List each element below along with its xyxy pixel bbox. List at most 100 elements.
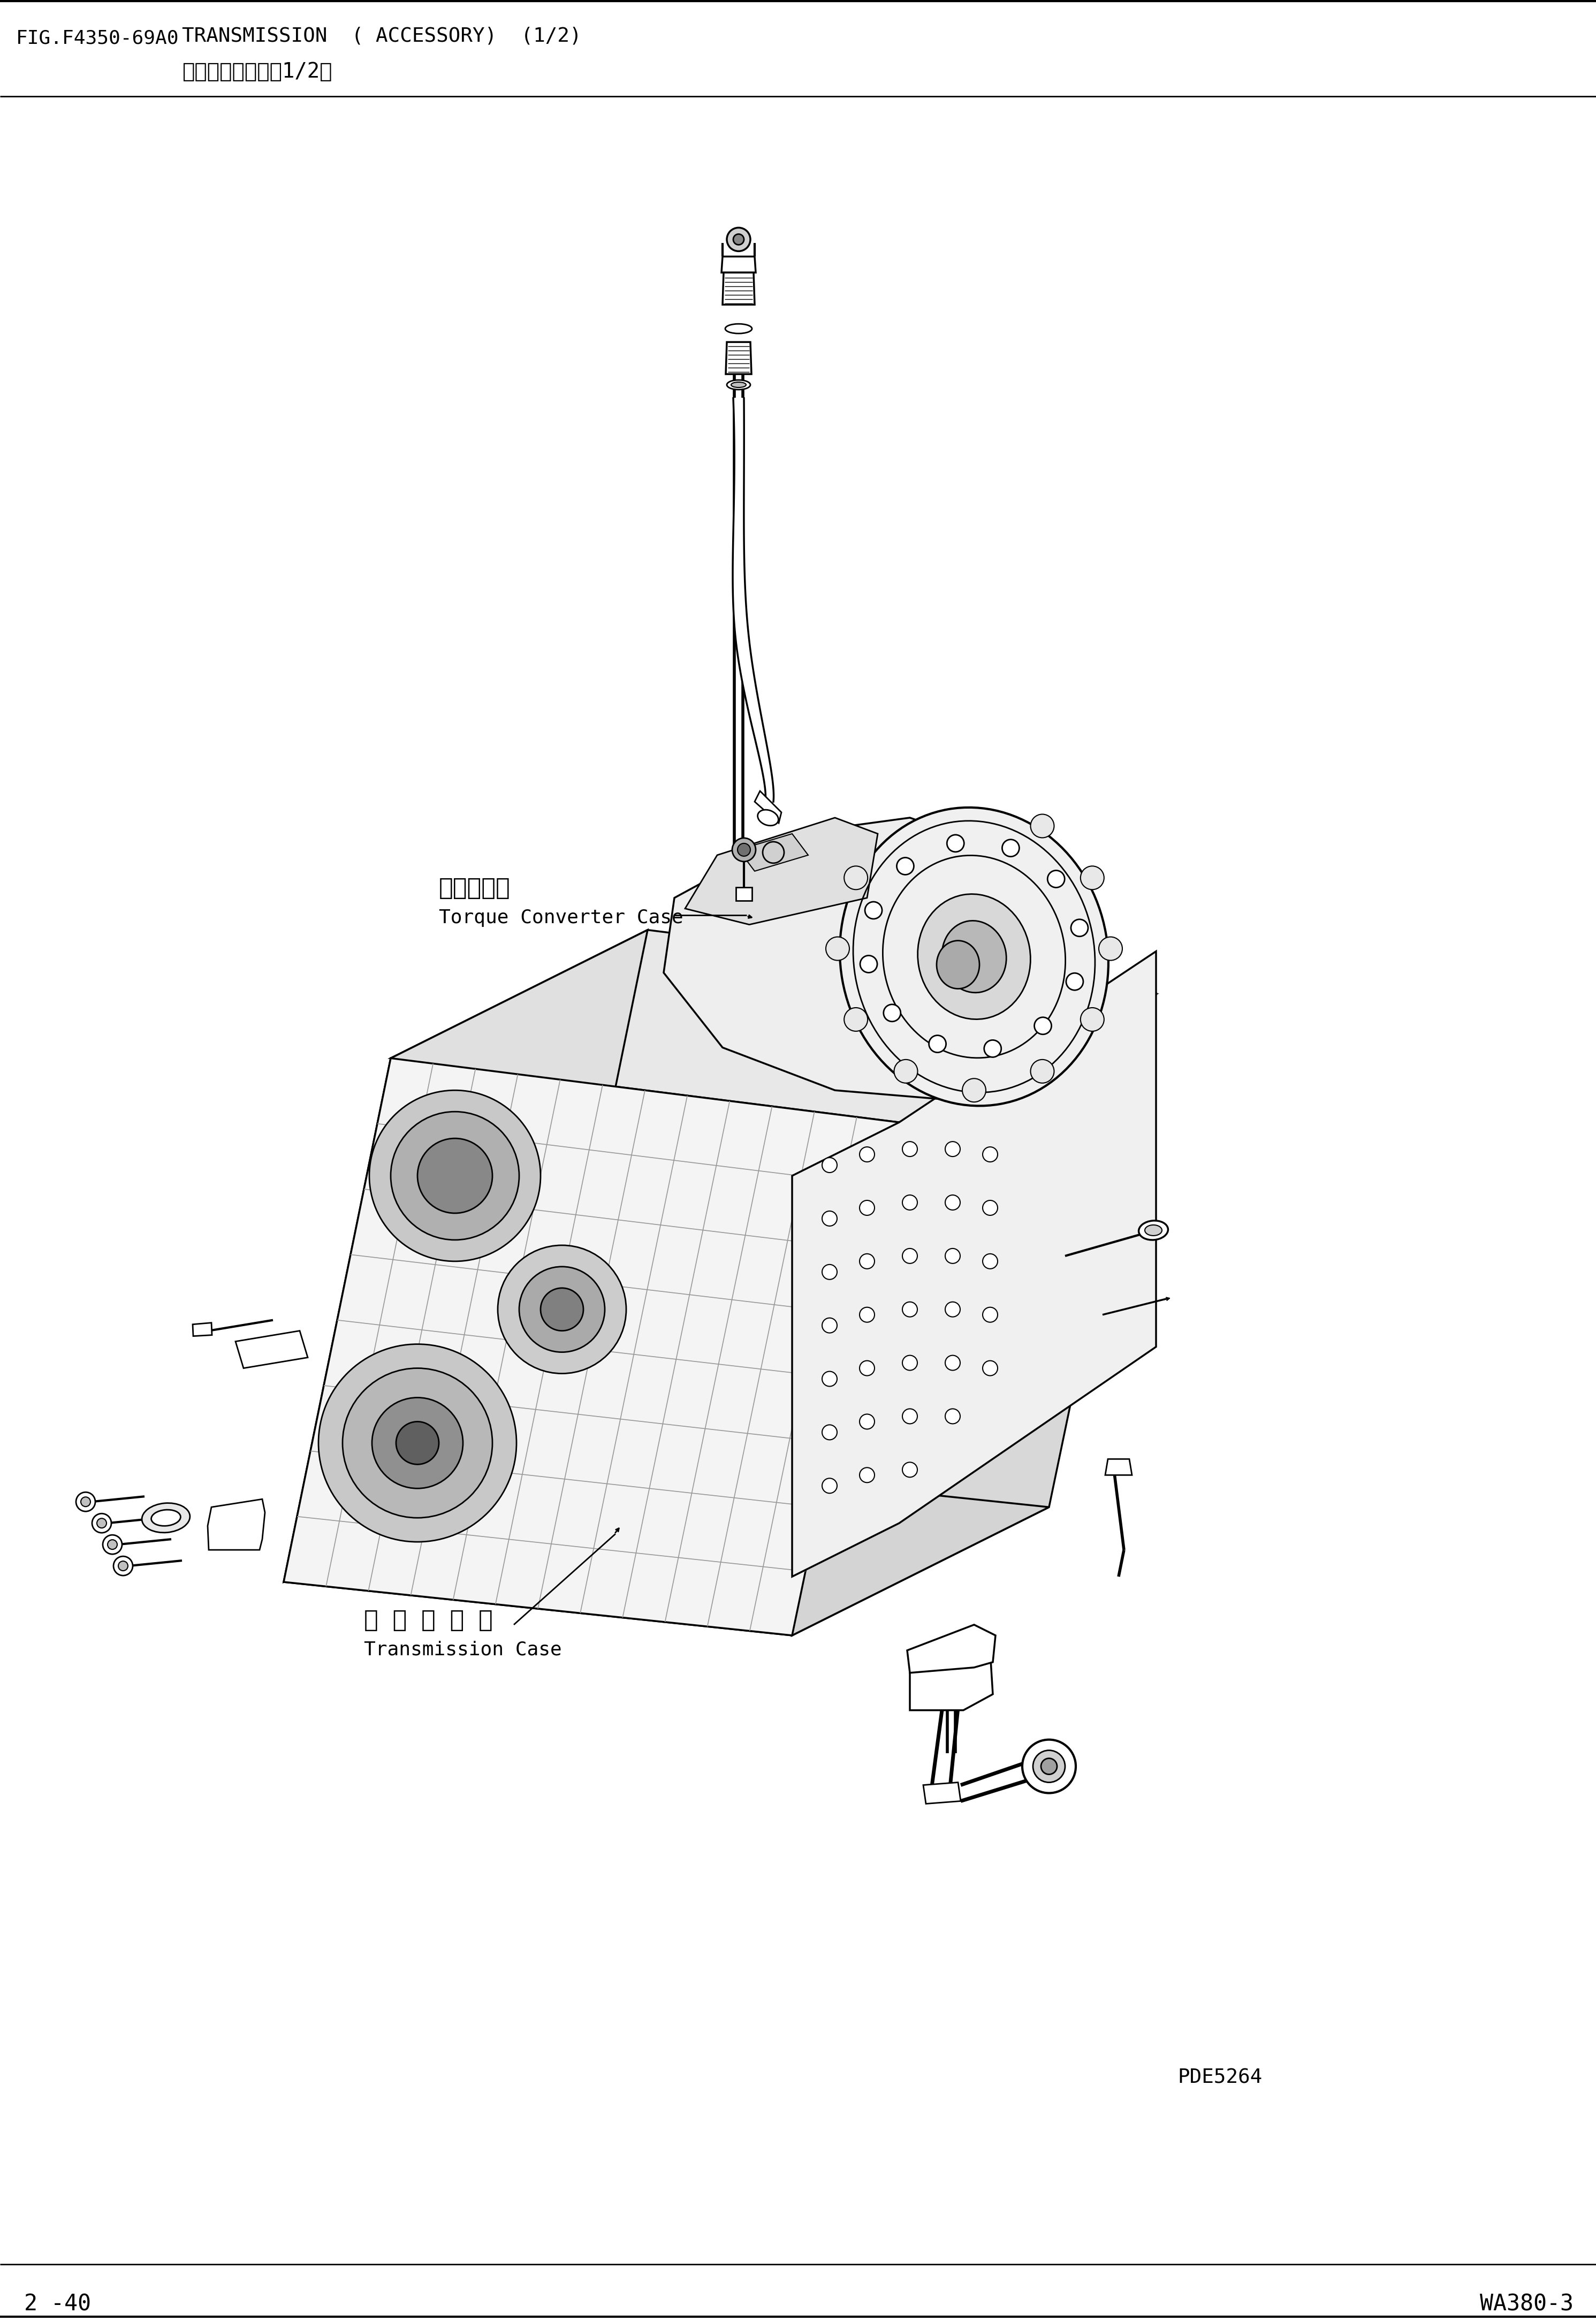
Circle shape — [860, 1360, 875, 1376]
Polygon shape — [907, 1625, 996, 1673]
Circle shape — [962, 1079, 986, 1102]
Circle shape — [1071, 919, 1088, 935]
Polygon shape — [284, 1058, 899, 1636]
Ellipse shape — [942, 921, 1007, 993]
Circle shape — [825, 938, 849, 961]
Circle shape — [1034, 1017, 1052, 1035]
Polygon shape — [723, 272, 755, 304]
Circle shape — [945, 1142, 961, 1156]
Polygon shape — [792, 993, 1156, 1636]
Circle shape — [737, 843, 750, 856]
Circle shape — [369, 1091, 541, 1260]
Circle shape — [860, 1413, 875, 1430]
Ellipse shape — [152, 1509, 180, 1525]
Circle shape — [1047, 870, 1065, 887]
Circle shape — [1031, 815, 1053, 838]
Circle shape — [1002, 840, 1020, 856]
Circle shape — [884, 1005, 900, 1021]
Polygon shape — [721, 258, 757, 272]
Circle shape — [844, 1007, 868, 1031]
Circle shape — [372, 1397, 463, 1488]
Circle shape — [822, 1478, 836, 1492]
Ellipse shape — [937, 940, 980, 989]
Polygon shape — [391, 931, 1156, 1123]
Polygon shape — [910, 1641, 993, 1711]
Text: 変速筱（附件）（1/2）: 変速筱（附件）（1/2） — [182, 60, 332, 81]
Circle shape — [343, 1367, 493, 1518]
Polygon shape — [685, 817, 878, 924]
Ellipse shape — [758, 810, 779, 826]
Circle shape — [902, 1142, 918, 1156]
Text: TRANSMISSION  ( ACCESSORY)  (1/2): TRANSMISSION ( ACCESSORY) (1/2) — [182, 28, 581, 46]
Ellipse shape — [731, 383, 745, 388]
Text: 変矩器壳体: 変矩器壳体 — [439, 877, 511, 901]
Circle shape — [844, 866, 868, 889]
Circle shape — [902, 1302, 918, 1316]
Ellipse shape — [1138, 1221, 1168, 1239]
Circle shape — [985, 1040, 1001, 1056]
Circle shape — [983, 1360, 997, 1376]
Polygon shape — [207, 1499, 265, 1550]
Circle shape — [902, 1195, 918, 1209]
Text: WA380-3: WA380-3 — [1479, 2293, 1574, 2316]
Circle shape — [945, 1249, 961, 1263]
Circle shape — [1080, 1007, 1104, 1031]
Circle shape — [118, 1562, 128, 1571]
Circle shape — [498, 1246, 626, 1374]
Circle shape — [860, 956, 878, 972]
Circle shape — [946, 836, 964, 852]
Circle shape — [860, 1307, 875, 1323]
Circle shape — [418, 1137, 493, 1214]
Circle shape — [945, 1302, 961, 1316]
Circle shape — [822, 1158, 836, 1172]
Polygon shape — [726, 341, 752, 374]
Circle shape — [396, 1423, 439, 1465]
Circle shape — [945, 1195, 961, 1209]
Circle shape — [894, 1061, 918, 1084]
Circle shape — [1080, 866, 1104, 889]
Polygon shape — [664, 817, 1060, 1100]
Circle shape — [860, 1467, 875, 1483]
Circle shape — [81, 1497, 91, 1506]
Text: 2 -40: 2 -40 — [24, 2293, 91, 2316]
Ellipse shape — [839, 808, 1108, 1105]
Text: Transmission Case: Transmission Case — [364, 1641, 562, 1660]
Polygon shape — [284, 931, 648, 1583]
Text: PDE5264: PDE5264 — [1178, 2068, 1262, 2087]
Circle shape — [897, 856, 915, 875]
Polygon shape — [792, 952, 1156, 1576]
Polygon shape — [725, 894, 752, 908]
Circle shape — [860, 1147, 875, 1163]
Ellipse shape — [726, 381, 750, 390]
Circle shape — [1098, 938, 1122, 961]
Text: FIG.F4350-69A0: FIG.F4350-69A0 — [16, 30, 179, 49]
Circle shape — [319, 1344, 517, 1541]
Circle shape — [929, 1035, 946, 1051]
Circle shape — [726, 227, 750, 251]
Circle shape — [822, 1425, 836, 1439]
Circle shape — [865, 903, 883, 919]
Circle shape — [77, 1492, 96, 1511]
Polygon shape — [733, 399, 774, 801]
Circle shape — [822, 1265, 836, 1279]
Circle shape — [107, 1539, 117, 1550]
Circle shape — [902, 1249, 918, 1263]
Polygon shape — [755, 791, 782, 824]
Circle shape — [541, 1288, 584, 1330]
Circle shape — [983, 1147, 997, 1163]
Polygon shape — [736, 887, 752, 901]
Polygon shape — [922, 1783, 961, 1803]
Circle shape — [983, 1307, 997, 1323]
Circle shape — [822, 1372, 836, 1386]
Text: 変 速 筱 壳 体: 変 速 筱 壳 体 — [364, 1608, 493, 1632]
Circle shape — [945, 1409, 961, 1423]
Circle shape — [945, 1355, 961, 1369]
Circle shape — [93, 1513, 112, 1532]
Polygon shape — [1104, 1460, 1132, 1476]
Polygon shape — [193, 1323, 212, 1337]
Circle shape — [1066, 972, 1084, 991]
Ellipse shape — [918, 894, 1031, 1019]
Circle shape — [902, 1409, 918, 1423]
Polygon shape — [739, 833, 808, 870]
Circle shape — [102, 1534, 121, 1555]
